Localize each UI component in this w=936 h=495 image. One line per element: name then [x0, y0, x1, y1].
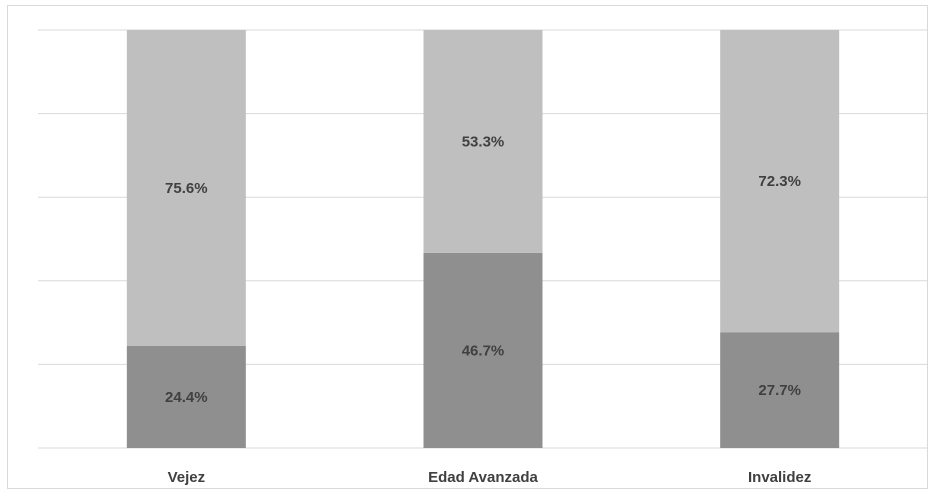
bar-segment: [720, 332, 840, 448]
category-label: Edad Avanzada: [428, 469, 538, 486]
data-label: 27.7%: [758, 382, 801, 399]
data-label: 72.3%: [758, 173, 801, 190]
data-label: 46.7%: [462, 342, 505, 359]
data-label: 75.6%: [165, 180, 208, 197]
category-label: Invalidez: [748, 469, 811, 486]
bar-segment: [423, 252, 543, 448]
data-label: 53.3%: [462, 133, 505, 150]
category-label: Vejez: [168, 469, 206, 486]
bar-segment: [126, 346, 246, 448]
chart-frame: [7, 5, 928, 489]
value-labels: 24.4% 75.6% 46.7% 53.3% 27.7% 72.3%: [165, 133, 801, 406]
bar-segment: [126, 30, 246, 347]
bar-segment: [720, 30, 840, 333]
bar-segment: [423, 30, 543, 253]
data-label: 24.4%: [165, 389, 208, 406]
bars: [126, 30, 840, 448]
category-labels: Vejez Edad Avanzada Invalidez: [168, 469, 812, 486]
